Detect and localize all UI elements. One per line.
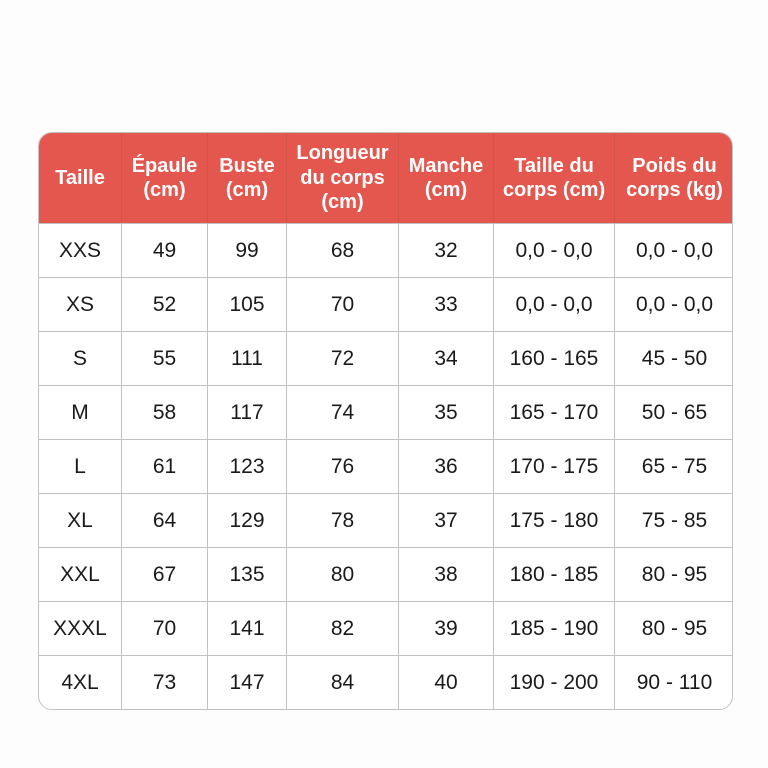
value-cell: 180 - 185: [493, 547, 614, 601]
header-row: Taille Épaule (cm) Buste (cm) Longueur du c…: [39, 133, 732, 223]
value-cell: 58: [121, 385, 207, 439]
value-cell: 74: [286, 385, 398, 439]
value-cell: 32: [398, 223, 493, 277]
value-cell: 34: [398, 331, 493, 385]
table-row: XS 52 105 70 33 0,0 - 0,0 0,0 - 0,0: [39, 277, 732, 331]
size-label-cell: M: [39, 385, 121, 439]
value-cell: 33: [398, 277, 493, 331]
table-row: S 55 111 72 34 160 - 165 45 - 50: [39, 331, 732, 385]
value-cell: 141: [207, 601, 286, 655]
size-table: Taille Épaule (cm) Buste (cm) Longueur du c…: [39, 133, 732, 709]
value-cell: 80 - 95: [614, 547, 732, 601]
value-cell: 64: [121, 493, 207, 547]
value-cell: 36: [398, 439, 493, 493]
table-row: XL 64 129 78 37 175 - 180 75 - 85: [39, 493, 732, 547]
value-cell: 75 - 85: [614, 493, 732, 547]
value-cell: 160 - 165: [493, 331, 614, 385]
header-cell: Taille: [39, 133, 121, 223]
table-row: L 61 123 76 36 170 - 175 65 - 75: [39, 439, 732, 493]
value-cell: 90 - 110: [614, 655, 732, 709]
size-label-cell: XXXL: [39, 601, 121, 655]
value-cell: 123: [207, 439, 286, 493]
value-cell: 82: [286, 601, 398, 655]
size-label-cell: L: [39, 439, 121, 493]
value-cell: 70: [121, 601, 207, 655]
header-cell: Taille du corps (cm): [493, 133, 614, 223]
value-cell: 190 - 200: [493, 655, 614, 709]
value-cell: 165 - 170: [493, 385, 614, 439]
value-cell: 76: [286, 439, 398, 493]
value-cell: 111: [207, 331, 286, 385]
value-cell: 0,0 - 0,0: [614, 277, 732, 331]
value-cell: 99: [207, 223, 286, 277]
value-cell: 65 - 75: [614, 439, 732, 493]
value-cell: 38: [398, 547, 493, 601]
size-label-cell: XL: [39, 493, 121, 547]
table-row: XXXL 70 141 82 39 185 - 190 80 - 95: [39, 601, 732, 655]
value-cell: 185 - 190: [493, 601, 614, 655]
value-cell: 73: [121, 655, 207, 709]
value-cell: 67: [121, 547, 207, 601]
value-cell: 40: [398, 655, 493, 709]
size-label-cell: 4XL: [39, 655, 121, 709]
value-cell: 170 - 175: [493, 439, 614, 493]
value-cell: 61: [121, 439, 207, 493]
table-row: 4XL 73 147 84 40 190 - 200 90 - 110: [39, 655, 732, 709]
table-row: XXL 67 135 80 38 180 - 185 80 - 95: [39, 547, 732, 601]
size-label-cell: S: [39, 331, 121, 385]
header-cell: Longueur du corps (cm): [286, 133, 398, 223]
value-cell: 147: [207, 655, 286, 709]
value-cell: 49: [121, 223, 207, 277]
value-cell: 50 - 65: [614, 385, 732, 439]
table-body: XXS 49 99 68 32 0,0 - 0,0 0,0 - 0,0 XS 52 105 70 33…: [39, 223, 732, 709]
header-cell: Poids du corps (kg): [614, 133, 732, 223]
value-cell: 68: [286, 223, 398, 277]
value-cell: 129: [207, 493, 286, 547]
value-cell: 39: [398, 601, 493, 655]
table-row: M 58 117 74 35 165 - 170 50 - 65: [39, 385, 732, 439]
value-cell: 70: [286, 277, 398, 331]
value-cell: 80 - 95: [614, 601, 732, 655]
value-cell: 135: [207, 547, 286, 601]
size-chart-table: Taille Épaule (cm) Buste (cm) Longueur du c…: [38, 132, 733, 710]
value-cell: 55: [121, 331, 207, 385]
value-cell: 78: [286, 493, 398, 547]
value-cell: 175 - 180: [493, 493, 614, 547]
value-cell: 0,0 - 0,0: [493, 223, 614, 277]
size-label-cell: XXS: [39, 223, 121, 277]
value-cell: 80: [286, 547, 398, 601]
value-cell: 45 - 50: [614, 331, 732, 385]
header-cell: Buste (cm): [207, 133, 286, 223]
value-cell: 0,0 - 0,0: [614, 223, 732, 277]
value-cell: 84: [286, 655, 398, 709]
header-cell: Manche (cm): [398, 133, 493, 223]
size-label-cell: XXL: [39, 547, 121, 601]
table-row: XXS 49 99 68 32 0,0 - 0,0 0,0 - 0,0: [39, 223, 732, 277]
size-label-cell: XS: [39, 277, 121, 331]
value-cell: 37: [398, 493, 493, 547]
value-cell: 117: [207, 385, 286, 439]
value-cell: 105: [207, 277, 286, 331]
value-cell: 0,0 - 0,0: [493, 277, 614, 331]
value-cell: 52: [121, 277, 207, 331]
value-cell: 72: [286, 331, 398, 385]
value-cell: 35: [398, 385, 493, 439]
table-header: Taille Épaule (cm) Buste (cm) Longueur du c…: [39, 133, 732, 223]
header-cell: Épaule (cm): [121, 133, 207, 223]
